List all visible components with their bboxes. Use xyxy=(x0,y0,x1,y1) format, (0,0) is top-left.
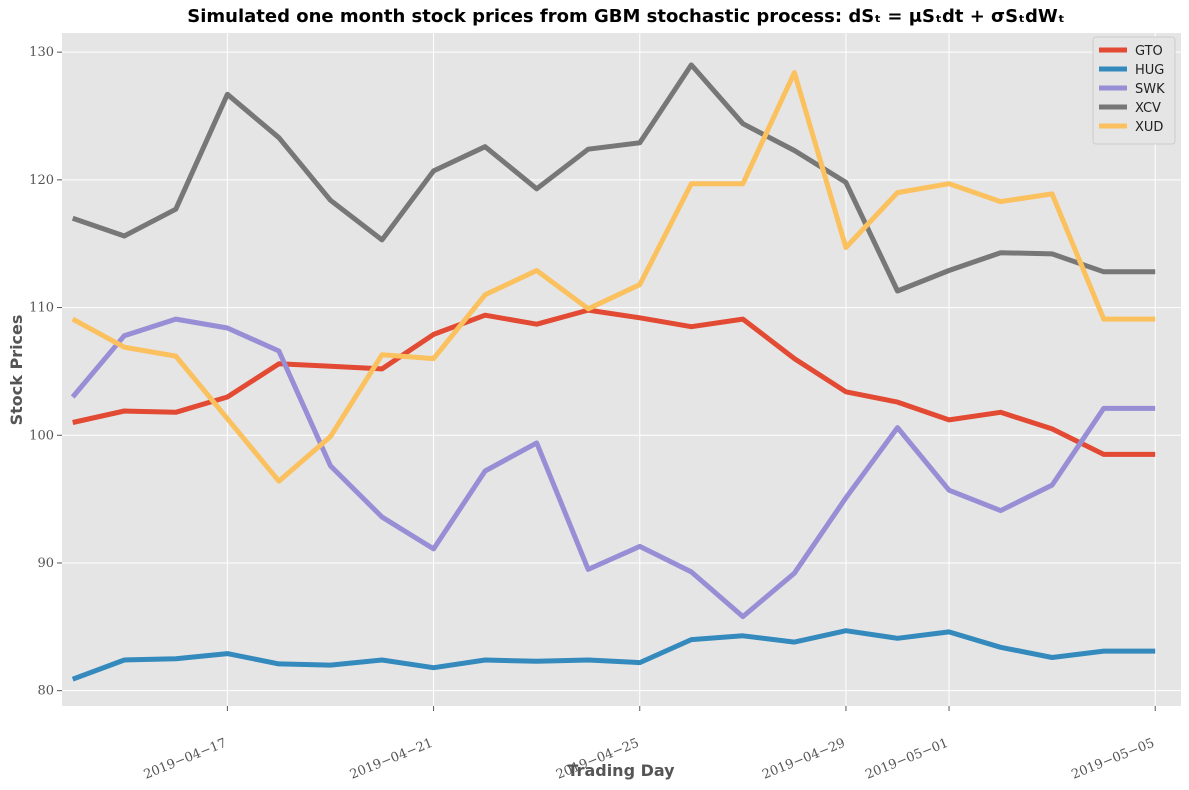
x-axis-label: Trading Day xyxy=(567,761,675,780)
y-tick-label: 90 xyxy=(37,556,54,571)
chart-title: Simulated one month stock prices from GB… xyxy=(187,6,1064,27)
series-line-xud xyxy=(71,70,1156,484)
x-tick-label: 2019−04−21 xyxy=(348,736,435,783)
y-axis-label: Stock Prices xyxy=(7,315,26,426)
legend-label-gto: GTO xyxy=(1135,44,1163,59)
y-tick-label: 130 xyxy=(29,45,54,60)
legend-label-hug: HUG xyxy=(1135,63,1164,78)
legend-box xyxy=(1092,36,1176,145)
series-line-gto xyxy=(72,307,1156,457)
grid-lines xyxy=(62,33,1181,706)
legend-label-xud: XUD xyxy=(1135,120,1163,135)
x-tick-label: 2019−05−01 xyxy=(863,736,950,783)
legend: GTO HUG SWK XCV XUD xyxy=(1092,36,1176,145)
x-tick-label: 2019−04−29 xyxy=(760,736,847,783)
legend-label-swk: SWK xyxy=(1135,82,1165,97)
series-line-hug xyxy=(71,628,1156,682)
series-line-xcv xyxy=(71,62,1156,294)
series-line-swk xyxy=(70,316,1156,620)
y-axis-ticks: 80 90 100 110 120 130 xyxy=(29,45,62,699)
plot-area xyxy=(62,33,1181,706)
y-tick-label: 100 xyxy=(29,428,54,443)
y-tick-label: 110 xyxy=(29,301,54,316)
legend-label-xcv: XCV xyxy=(1135,101,1161,116)
y-tick-label: 80 xyxy=(37,684,54,699)
x-tick-label: 2019−05−05 xyxy=(1070,736,1157,783)
y-tick-label: 120 xyxy=(29,173,54,188)
x-tick-label: 2019−04−17 xyxy=(142,736,229,783)
series-lines xyxy=(70,62,1156,682)
